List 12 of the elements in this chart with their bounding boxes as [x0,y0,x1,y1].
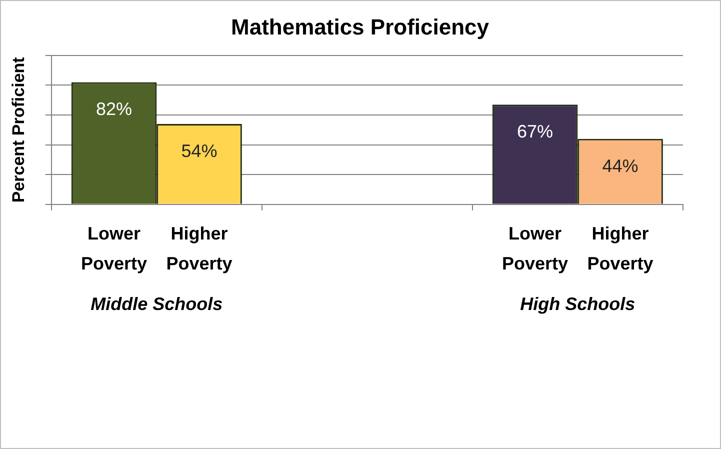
x-tick-label: Middle Schools [90,294,223,314]
chart-title: Mathematics Proficiency [231,14,490,40]
data-label: 44% [602,156,638,176]
y-axis-title: Percent Proficient [8,56,28,203]
series-label: Higher Poverty [166,223,232,274]
data-label: 54% [181,140,218,161]
data-label: 82% [96,99,132,120]
series-label: Lower Poverty [81,223,148,274]
text: Higher Poverty [587,223,654,274]
text: Lower Poverty [502,223,568,274]
data-label: 67% [517,122,554,142]
x-tick-label: High Schools [520,294,636,314]
